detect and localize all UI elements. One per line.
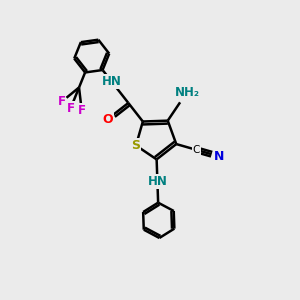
Text: F: F [58,95,65,108]
Text: NH₂: NH₂ [175,85,200,99]
Text: HN: HN [101,75,122,88]
Text: F: F [78,103,86,116]
Text: F: F [67,102,74,115]
Text: S: S [131,139,140,152]
Text: C: C [192,145,200,155]
Text: O: O [102,113,113,126]
Text: HN: HN [148,175,167,188]
Text: N: N [214,150,224,163]
